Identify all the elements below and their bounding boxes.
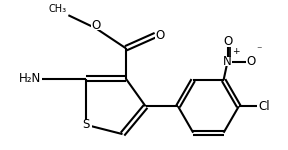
FancyBboxPatch shape <box>155 30 164 40</box>
Text: N: N <box>223 55 232 68</box>
Text: O: O <box>92 19 101 32</box>
FancyBboxPatch shape <box>223 57 232 66</box>
Text: S: S <box>83 118 90 131</box>
Text: O: O <box>223 35 232 48</box>
Text: O: O <box>246 55 255 68</box>
FancyBboxPatch shape <box>80 120 92 130</box>
Text: Cl: Cl <box>258 100 270 113</box>
FancyBboxPatch shape <box>246 57 255 66</box>
Text: CH₃: CH₃ <box>48 4 67 14</box>
Text: ⁻: ⁻ <box>256 46 262 56</box>
Text: H₂N: H₂N <box>18 72 41 85</box>
FancyBboxPatch shape <box>92 21 101 30</box>
Text: +: + <box>232 47 240 56</box>
FancyBboxPatch shape <box>223 37 232 45</box>
Text: O: O <box>155 28 164 42</box>
